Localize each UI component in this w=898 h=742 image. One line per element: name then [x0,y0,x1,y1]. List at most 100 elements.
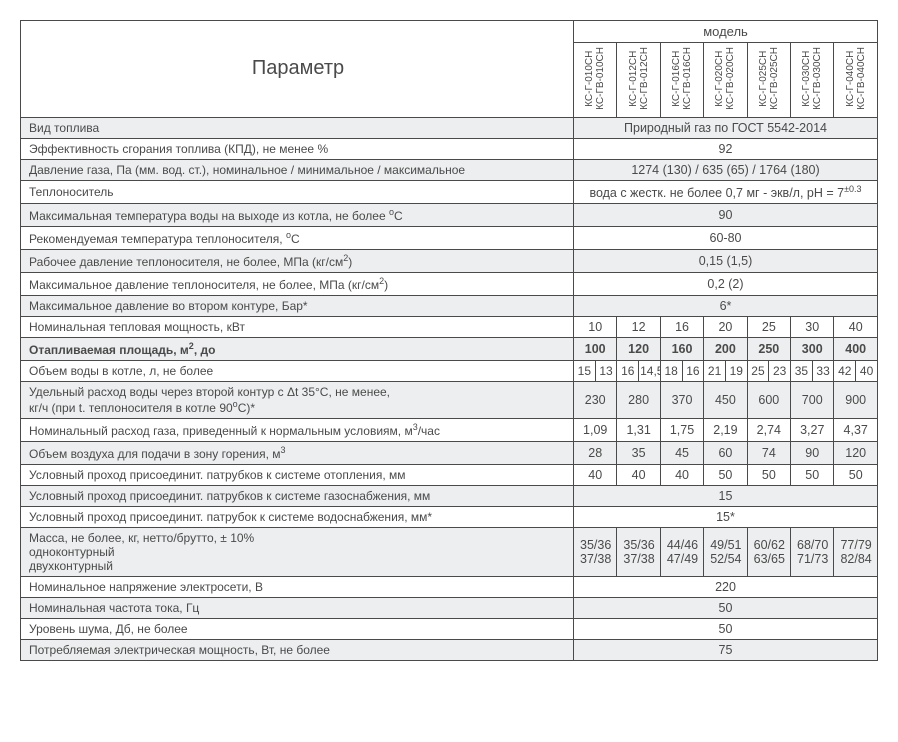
merged-value: 15* [574,506,878,527]
data-cell: 33 [812,360,834,381]
data-cell: 12 [617,316,660,337]
param-label: Максимальное давление во втором контуре,… [21,295,574,316]
data-cell: 160 [660,337,703,360]
data-cell: 20 [704,316,747,337]
table-row: Номинальная тепловая мощность, кВт101216… [21,316,878,337]
data-cell: 40 [617,464,660,485]
data-cell: 19 [725,360,747,381]
table-row: Рабочее давление теплоносителя, не более… [21,249,878,272]
data-cell: 40 [834,316,878,337]
merged-value: вода с жестк. не более 0,7 мг - экв/л, р… [574,180,878,203]
param-label: Уровень шума, Дб, не более [21,618,574,639]
param-label: Давление газа, Па (мм. вод. ст.), номина… [21,159,574,180]
data-cell: 35 [617,441,660,464]
model-col-4: КС-Г-025СНКС-ГВ-025СН [747,43,790,118]
data-cell: 21 [704,360,726,381]
data-cell: 100 [574,337,617,360]
table-row: Условный проход присоединит. патрубков к… [21,485,878,506]
data-cell: 42 [834,360,856,381]
data-cell: 77/7982/84 [834,527,878,576]
data-cell: 68/7071/73 [791,527,834,576]
data-cell: 18 [660,360,682,381]
merged-value: 60-80 [574,226,878,249]
param-label: Номинальное напряжение электросети, В [21,576,574,597]
data-cell: 50 [704,464,747,485]
param-label: Номинальная частота тока, Гц [21,597,574,618]
data-cell: 370 [660,381,703,418]
param-label: Максимальная температура воды на выходе … [21,203,574,226]
data-cell: 50 [834,464,878,485]
data-cell: 230 [574,381,617,418]
table-row: Масса, не более, кг, нетто/брутто, ± 10%… [21,527,878,576]
data-cell: 300 [791,337,834,360]
merged-value: 15 [574,485,878,506]
data-cell: 16 [660,316,703,337]
table-row: Потребляемая электрическая мощность, Вт,… [21,639,878,660]
data-cell: 40 [574,464,617,485]
data-cell: 40 [660,464,703,485]
spec-table: ПараметрмодельКС-Г-010СНКС-ГВ-010СНКС-Г-… [20,20,878,661]
param-label: Номинальный расход газа, приведенный к н… [21,418,574,441]
param-label: Эффективность сгорания топлива (КПД), не… [21,138,574,159]
data-cell: 60/6263/65 [747,527,790,576]
param-label: Масса, не более, кг, нетто/брутто, ± 10%… [21,527,574,576]
data-cell: 35/3637/38 [574,527,617,576]
table-row: Эффективность сгорания топлива (КПД), не… [21,138,878,159]
table-row: Номинальный расход газа, приведенный к н… [21,418,878,441]
data-cell: 35 [791,360,813,381]
data-cell: 49/5152/54 [704,527,747,576]
table-row: Давление газа, Па (мм. вод. ст.), номина… [21,159,878,180]
param-label: Рабочее давление теплоносителя, не более… [21,249,574,272]
data-cell: 30 [791,316,834,337]
data-cell: 50 [791,464,834,485]
data-cell: 16 [682,360,704,381]
data-cell: 600 [747,381,790,418]
merged-value: 90 [574,203,878,226]
data-cell: 90 [791,441,834,464]
table-row: Объем воздуха для подачи в зону горения,… [21,441,878,464]
merged-value: 50 [574,618,878,639]
data-cell: 400 [834,337,878,360]
merged-value: 92 [574,138,878,159]
merged-value: 50 [574,597,878,618]
data-cell: 1,75 [660,418,703,441]
param-label: Вид топлива [21,117,574,138]
table-row: Условный проход присоединит. патрубок к … [21,506,878,527]
param-label: Рекомендуемая температура теплоносителя,… [21,226,574,249]
param-header: Параметр [21,21,574,118]
model-col-3: КС-Г-020СНКС-ГВ-020СН [704,43,747,118]
data-cell: 50 [747,464,790,485]
table-row: Номинальная частота тока, Гц50 [21,597,878,618]
data-cell: 15 [574,360,596,381]
model-col-0: КС-Г-010СНКС-ГВ-010СН [574,43,617,118]
data-cell: 60 [704,441,747,464]
data-cell: 120 [617,337,660,360]
data-cell: 900 [834,381,878,418]
param-label: Максимальное давление теплоносителя, не … [21,272,574,295]
param-label: Номинальная тепловая мощность, кВт [21,316,574,337]
data-cell: 10 [574,316,617,337]
data-cell: 23 [769,360,791,381]
data-cell: 1,09 [574,418,617,441]
table-row: Максимальная температура воды на выходе … [21,203,878,226]
table-row: Отапливаемая площадь, м2, до100120160200… [21,337,878,360]
model-col-5: КС-Г-030СНКС-ГВ-030СН [791,43,834,118]
merged-value: Природный газ по ГОСТ 5542-2014 [574,117,878,138]
param-label: Отапливаемая площадь, м2, до [21,337,574,360]
table-row: Теплоносительвода с жестк. не более 0,7 … [21,180,878,203]
data-cell: 14,5 [639,360,661,381]
merged-value: 75 [574,639,878,660]
param-label: Объем воды в котле, л, не более [21,360,574,381]
table-row: Объем воды в котле, л, не более15131614,… [21,360,878,381]
data-cell: 4,37 [834,418,878,441]
data-cell: 2,74 [747,418,790,441]
table-row: Рекомендуемая температура теплоносителя,… [21,226,878,249]
data-cell: 2,19 [704,418,747,441]
data-cell: 280 [617,381,660,418]
data-cell: 45 [660,441,703,464]
param-label: Потребляемая электрическая мощность, Вт,… [21,639,574,660]
table-row: Условный проход присоединит. патрубков к… [21,464,878,485]
table-row: Максимальное давление во втором контуре,… [21,295,878,316]
param-label: Условный проход присоединит. патрубков к… [21,464,574,485]
merged-value: 6* [574,295,878,316]
